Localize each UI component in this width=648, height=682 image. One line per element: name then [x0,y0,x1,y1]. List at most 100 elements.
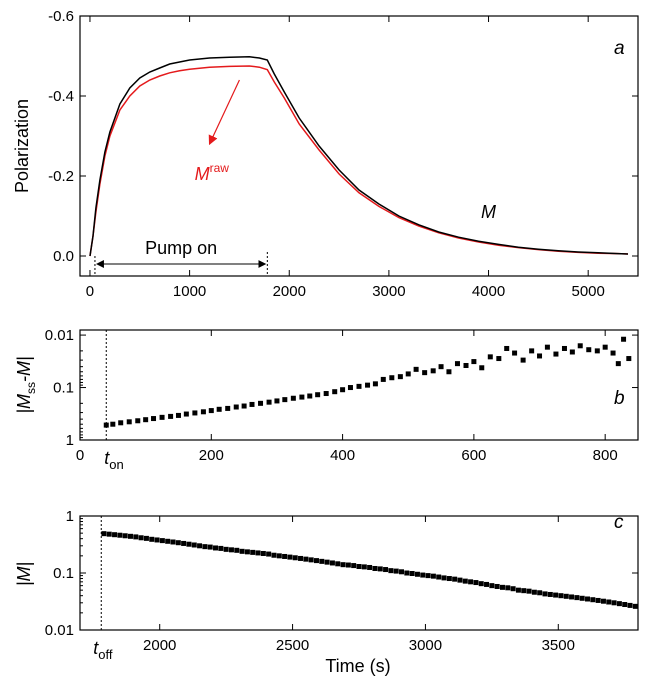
data-point-b [323,391,329,397]
data-point-b [347,385,353,391]
data-point-c [361,564,367,570]
data-point-c [170,539,176,545]
data-point-c [478,581,484,587]
data-point-c [489,583,495,589]
data-point-c [191,542,197,548]
data-point-c [558,593,564,599]
m-raw-arrow [208,79,240,146]
data-point-c [133,534,139,540]
series-line-M [89,56,629,257]
data-point-c [579,595,585,601]
data-point-c [388,568,394,574]
data-point-b [168,413,174,419]
data-point-b [544,344,550,350]
data-point-c [606,599,612,605]
data-point-b [594,348,600,354]
data-point-c [112,532,118,538]
data-point-c [632,603,638,609]
data-point-c [499,584,505,590]
x-tick-label-b: 200 [199,447,224,464]
data-point-c [356,564,362,570]
data-point-c [446,576,452,582]
data-point-c [266,551,272,557]
panel-a: Polarization a M Mraw Pump on 0 1000 2000 300… [12,8,639,300]
data-point-c [569,594,575,600]
data-point-c [213,545,219,551]
data-point-c [622,602,628,608]
data-point-c [308,557,314,563]
data-point-b [340,387,346,393]
data-point-c [340,562,346,568]
panel-a-plot: M Mraw Pump on [89,56,629,276]
data-point-b [192,410,198,416]
x-tick-label-a: 5000 [571,283,604,300]
data-point-c [250,549,256,555]
data-point-c [228,547,234,553]
data-point-b [365,382,371,388]
t-off-label: toff [93,638,113,662]
panel-c-frame [79,515,639,631]
data-point-c [420,572,426,578]
data-point-b [233,404,239,410]
data-point-b [110,421,116,427]
data-point-c [505,585,511,591]
x-tick-label-b: 0 [76,447,84,464]
data-point-b [561,345,567,351]
data-point-b [512,350,518,356]
data-point-c [531,589,537,595]
panel-b-ylabel: |Mss-M| [14,356,38,413]
data-point-c [181,540,187,546]
data-point-c [101,531,107,537]
data-point-c [165,538,171,544]
data-point-b [290,395,296,401]
x-tick-label-b: 600 [461,447,486,464]
data-point-c [122,533,128,539]
data-point-c [319,558,325,564]
panel-c: |M| c Time (s) toff 2000 2500 3000 3500 1 0.1… [14,508,639,676]
data-point-c [351,563,357,569]
data-point-c [329,560,335,566]
data-point-b [537,353,543,359]
data-point-b [216,406,222,412]
data-point-b [282,397,288,403]
data-point-c [345,562,351,568]
data-point-b [454,361,460,367]
data-point-b [615,361,621,367]
panel-a-ylabel: Polarization [12,99,32,193]
data-point-b [258,400,264,406]
data-point-c [553,592,559,598]
data-point-c [324,559,330,565]
data-point-c [563,593,569,599]
data-point-c [276,553,282,559]
data-point-c [462,578,468,584]
data-point-b [602,344,608,350]
data-point-c [313,558,319,564]
panel-b-plot: ton [103,330,632,472]
data-point-b [438,364,444,370]
data-point-c [260,550,266,556]
panel-c-ylabel: |M| [14,562,34,586]
data-point-b [610,350,616,356]
data-point-c [372,565,378,571]
data-point-c [547,591,553,597]
data-point-c [425,573,431,579]
data-point-b [621,336,627,342]
data-point-b [299,394,305,400]
data-point-c [127,533,133,539]
data-point-c [521,588,527,594]
data-point-c [393,568,399,574]
series-line-M_raw [89,65,629,257]
data-point-b [332,389,338,395]
data-point-b [463,362,469,368]
series-label-M-raw: Mraw [195,161,230,184]
panel-b-letter: b [614,388,625,409]
data-point-c [292,555,298,561]
data-point-b [422,370,428,376]
x-tick-label-a: 4000 [472,283,505,300]
y-tick-label-a: 0.0 [53,248,74,265]
data-point-c [616,601,622,607]
panel-b-ticks: 0 200 400 600 800 0.01 0.1 1 [45,327,638,464]
data-point-b [569,349,575,355]
data-point-b [135,418,141,424]
x-tick-label-a: 0 [86,283,94,300]
